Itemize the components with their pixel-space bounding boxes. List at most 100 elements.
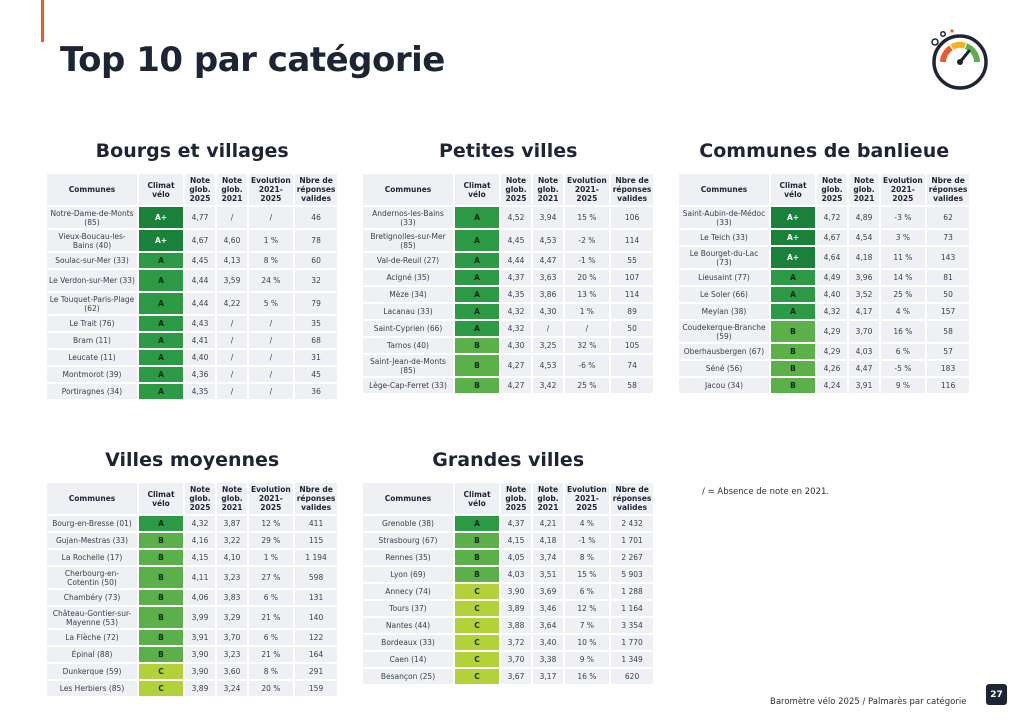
table-row: Château-Gontier-sur-Mayenne (53) B 3,99 3,2… bbox=[47, 607, 338, 628]
evolution-cell: 16 % bbox=[565, 669, 609, 684]
commune-cell: La Flèche (72) bbox=[47, 630, 137, 645]
commune-cell: Épinal (88) bbox=[47, 647, 137, 662]
commune-cell: Coudekerque-Branche (59) bbox=[679, 321, 769, 342]
evolution-cell: 10 % bbox=[565, 635, 609, 650]
commune-cell: Bordeaux (33) bbox=[363, 635, 453, 650]
commune-cell: Meylan (38) bbox=[679, 304, 769, 319]
responses-cell: 1 288 bbox=[610, 584, 654, 599]
table-row: Le Verdon-sur-Mer (33) A 4,44 3,59 24 % 32 bbox=[47, 270, 338, 291]
commune-cell: Annecy (74) bbox=[363, 584, 453, 599]
note-2025-cell: 3,90 bbox=[185, 647, 215, 662]
note-2021-cell: 3,52 bbox=[849, 287, 879, 302]
responses-cell: 55 bbox=[610, 253, 654, 268]
responses-cell: 35 bbox=[294, 316, 338, 331]
responses-cell: 105 bbox=[610, 338, 654, 353]
note-2025-cell: 4,44 bbox=[185, 293, 215, 314]
table-row: Annecy (74) C 3,90 3,69 6 % 1 288 bbox=[363, 584, 654, 599]
column-header: Climat vélo bbox=[771, 174, 815, 205]
climat-grade-badge: A bbox=[455, 270, 499, 285]
responses-cell: 81 bbox=[926, 270, 970, 285]
note-2021-cell: 3,51 bbox=[533, 567, 563, 582]
climat-grade-badge: A+ bbox=[771, 207, 815, 228]
note-2021-cell: 3,23 bbox=[217, 647, 247, 662]
table-row: Bordeaux (33) C 3,72 3,40 10 % 1 770 bbox=[363, 635, 654, 650]
table-row: Nantes (44) C 3,88 3,64 7 % 3 354 bbox=[363, 618, 654, 633]
climat-grade-badge: C bbox=[455, 584, 499, 599]
barometer-gauge-logo bbox=[925, 24, 995, 94]
evolution-cell: 11 % bbox=[881, 247, 925, 268]
table-header-row: Communes Climat vélo Note glob. 2025 Note g… bbox=[363, 483, 654, 514]
table-row: Caen (14) C 3,70 3,38 9 % 1 349 bbox=[363, 652, 654, 667]
evolution-cell: 21 % bbox=[249, 647, 293, 662]
table-row: Tarnos (40) B 4,30 3,25 32 % 105 bbox=[363, 338, 654, 353]
climat-grade-badge: A+ bbox=[139, 207, 183, 228]
column-header: Note glob. 2021 bbox=[533, 483, 563, 514]
evolution-cell: / bbox=[249, 333, 293, 348]
responses-cell: 68 bbox=[294, 333, 338, 348]
note-2025-cell: 4,37 bbox=[501, 270, 531, 285]
commune-cell: Le Touquet-Paris-Plage (62) bbox=[47, 293, 137, 314]
evolution-cell: 5 % bbox=[249, 293, 293, 314]
climat-grade-badge: A bbox=[455, 321, 499, 336]
evolution-cell: 8 % bbox=[249, 664, 293, 679]
note-2021-cell: 4,47 bbox=[849, 361, 879, 376]
category-section: Bourgs et villages Communes Climat vélo Not… bbox=[45, 140, 339, 401]
note-2021-cell: 3,83 bbox=[217, 590, 247, 605]
commune-cell: Château-Gontier-sur-Mayenne (53) bbox=[47, 607, 137, 628]
note-2025-cell: 3,72 bbox=[501, 635, 531, 650]
table-row: Le Soler (66) A 4,40 3,52 25 % 50 bbox=[679, 287, 970, 302]
responses-cell: 598 bbox=[294, 567, 338, 588]
responses-cell: 2 432 bbox=[610, 516, 654, 531]
evolution-cell: / bbox=[565, 321, 609, 336]
commune-cell: La Rochelle (17) bbox=[47, 550, 137, 565]
column-header: Nbre de réponses valides bbox=[294, 483, 338, 514]
commune-cell: Jacou (34) bbox=[679, 378, 769, 393]
responses-cell: 60 bbox=[294, 253, 338, 268]
commune-cell: Le Teich (33) bbox=[679, 230, 769, 245]
table-row: Saint-Aubin-de-Médoc (33) A+ 4,72 4,89 -3 % 6… bbox=[679, 207, 970, 228]
note-2025-cell: 4,03 bbox=[501, 567, 531, 582]
responses-cell: 31 bbox=[294, 350, 338, 365]
evolution-cell: 9 % bbox=[565, 652, 609, 667]
commune-cell: Bretignolles-sur-Mer (85) bbox=[363, 230, 453, 251]
responses-cell: 143 bbox=[926, 247, 970, 268]
category-section: Petites villes Communes Climat vélo Note gl… bbox=[361, 140, 655, 395]
note-2025-cell: 4,30 bbox=[501, 338, 531, 353]
page-title: Top 10 par catégorie bbox=[60, 40, 445, 80]
column-header: Note glob. 2021 bbox=[849, 174, 879, 205]
commune-cell: Le Trait (76) bbox=[47, 316, 137, 331]
commune-cell: Val-de-Reuil (27) bbox=[363, 253, 453, 268]
climat-grade-badge: A bbox=[455, 207, 499, 228]
column-header: Climat vélo bbox=[139, 483, 183, 514]
commune-cell: Montmorot (39) bbox=[47, 367, 137, 382]
table-header-row: Communes Climat vélo Note glob. 2025 Note g… bbox=[679, 174, 970, 205]
responses-cell: 159 bbox=[294, 681, 338, 696]
commune-cell: Grenoble (38) bbox=[363, 516, 453, 531]
responses-cell: 36 bbox=[294, 384, 338, 399]
note-2025-cell: 4,45 bbox=[501, 230, 531, 251]
note-2021-cell: 3,91 bbox=[849, 378, 879, 393]
note-2021-cell: 3,25 bbox=[533, 338, 563, 353]
note-2025-cell: 4,15 bbox=[501, 533, 531, 548]
evolution-cell: 12 % bbox=[249, 516, 293, 531]
table-row: Le Trait (76) A 4,43//35 bbox=[47, 316, 338, 331]
climat-grade-badge: B bbox=[139, 630, 183, 645]
responses-cell: 57 bbox=[926, 344, 970, 359]
climat-grade-badge: B bbox=[771, 321, 815, 342]
note-2025-cell: 4,45 bbox=[185, 253, 215, 268]
climat-grade-badge: A+ bbox=[139, 230, 183, 251]
note-2025-cell: 4,26 bbox=[817, 361, 847, 376]
note-2021-cell: 4,13 bbox=[217, 253, 247, 268]
note-2021-cell: 3,42 bbox=[533, 378, 563, 393]
note-2021-cell: 3,29 bbox=[217, 607, 247, 628]
note-2025-cell: 3,67 bbox=[501, 669, 531, 684]
column-header: Communes bbox=[47, 483, 137, 514]
note-2025-cell: 4,67 bbox=[185, 230, 215, 251]
category-section: Communes de banlieue Communes Climat vélo N… bbox=[677, 140, 971, 395]
evolution-cell: -1 % bbox=[565, 253, 609, 268]
table-row: La Flèche (72) B 3,91 3,70 6 % 122 bbox=[47, 630, 338, 645]
category-section: Villes moyennes Communes Climat vélo Note g… bbox=[45, 449, 339, 698]
category-section: Grandes villes Communes Climat vélo Note gl… bbox=[361, 449, 655, 686]
column-header: Evolution 2021-2025 bbox=[565, 483, 609, 514]
table-row: Épinal (88) B 3,90 3,23 21 % 164 bbox=[47, 647, 338, 662]
